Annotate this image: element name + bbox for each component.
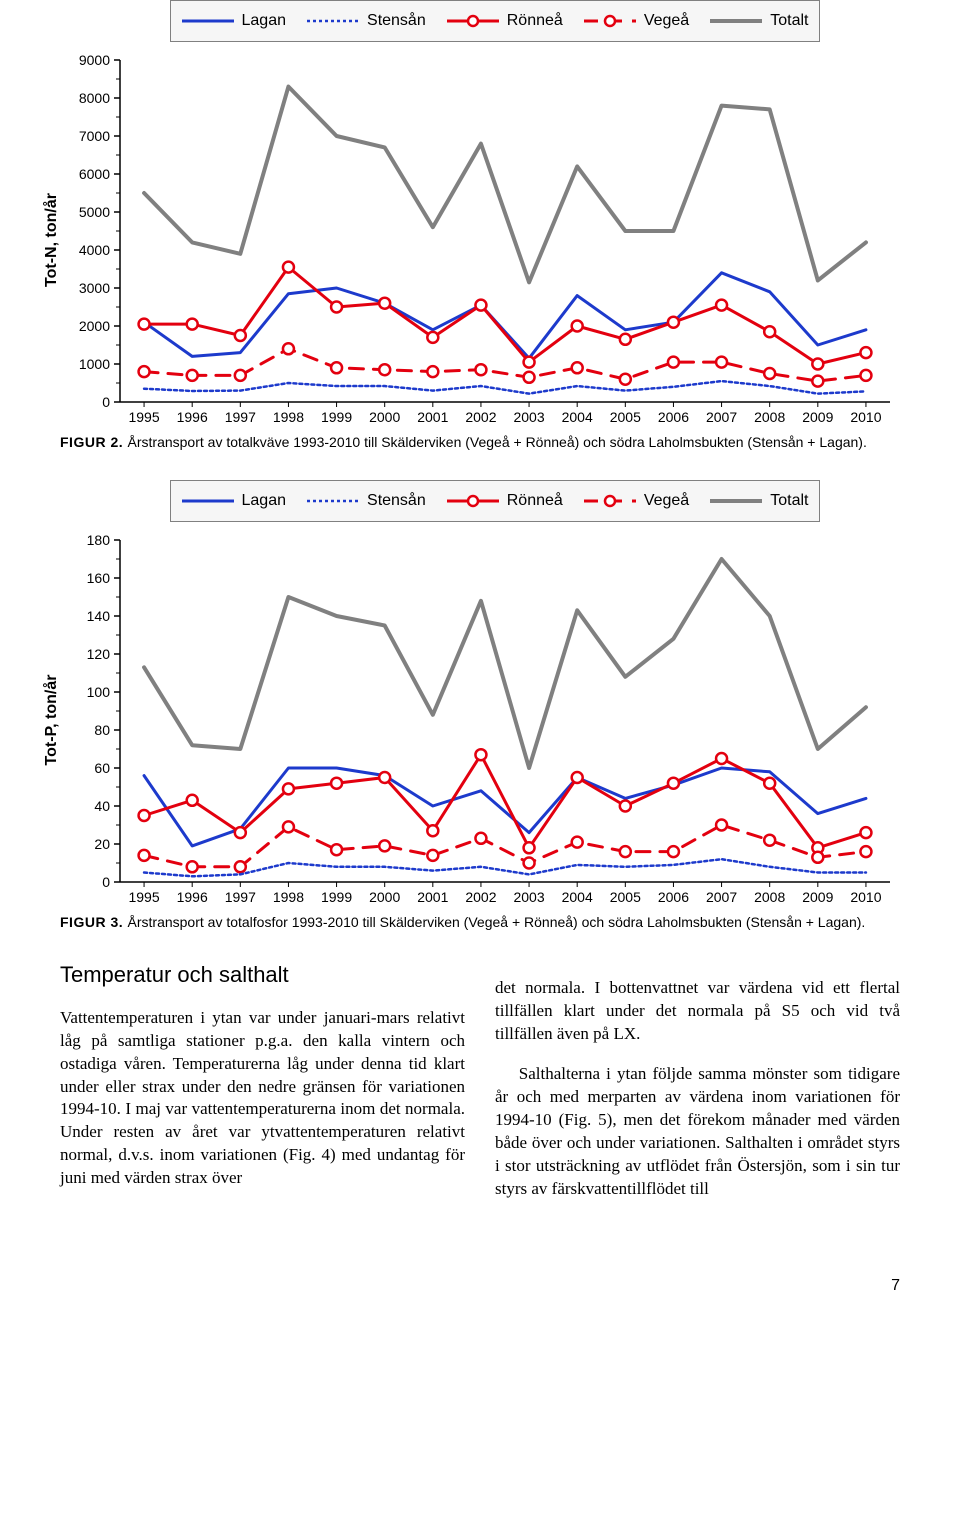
legend-label: Totalt <box>770 12 808 30</box>
caption-label: FIGUR 3. <box>60 914 128 930</box>
svg-text:2008: 2008 <box>754 409 785 425</box>
paragraph: det normala. I bottenvattnet var värdena… <box>495 977 900 1046</box>
legend-fig2: Lagan Stensån Rönneå Vegeå Totalt <box>170 0 820 42</box>
figure2-caption: FIGUR 2. Årstransport av totalkväve 1993… <box>60 434 900 450</box>
ylabel-fig2: Tot-N, ton/år <box>43 193 61 287</box>
legend-item-totalt: Totalt <box>710 492 808 510</box>
svg-text:2000: 2000 <box>369 409 400 425</box>
caption-label: FIGUR 2. <box>60 434 128 450</box>
svg-text:8000: 8000 <box>79 90 110 106</box>
svg-text:1998: 1998 <box>273 889 304 905</box>
svg-text:2006: 2006 <box>658 409 689 425</box>
figure2-chart: Tot-N, ton/år 01000200030004000500060007… <box>60 50 900 430</box>
legend-item-vegea: Vegeå <box>584 12 689 30</box>
legend-item-ronnea: Rönneå <box>447 12 563 30</box>
svg-text:1995: 1995 <box>128 409 159 425</box>
svg-text:6000: 6000 <box>79 166 110 182</box>
svg-text:1996: 1996 <box>177 889 208 905</box>
svg-text:180: 180 <box>87 532 111 548</box>
svg-text:2005: 2005 <box>610 409 641 425</box>
column-right: det normala. I bottenvattnet var värdena… <box>495 960 900 1217</box>
svg-text:60: 60 <box>94 760 110 776</box>
legend-fig3: Lagan Stensån Rönneå Vegeå Totalt <box>170 480 820 522</box>
chart3-svg: 0 20 40 60 80 100 120 140 160 180 1995 1996 1997 1998… <box>60 530 900 910</box>
legend-item-ronnea: Rönneå <box>447 492 563 510</box>
svg-text:5000: 5000 <box>79 204 110 220</box>
figure3-chart: Tot-P, ton/år 02040608010012014016018019… <box>60 530 900 910</box>
legend-item-stensan: Stensån <box>307 492 426 510</box>
swatch-stensan <box>307 12 359 30</box>
svg-text:1000: 1000 <box>79 356 110 372</box>
svg-text:1997: 1997 <box>225 409 256 425</box>
legend-label: Stensån <box>367 492 426 510</box>
svg-text:2004: 2004 <box>562 409 593 425</box>
svg-text:40: 40 <box>94 798 110 814</box>
svg-text:2004: 2004 <box>562 889 593 905</box>
svg-text:2007: 2007 <box>706 409 737 425</box>
svg-text:2009: 2009 <box>802 409 833 425</box>
svg-text:9000: 9000 <box>79 52 110 68</box>
legend-label: Vegeå <box>644 12 689 30</box>
svg-text:2000: 2000 <box>79 318 110 334</box>
paragraph: Vattentemperaturen i ytan var under janu… <box>60 1007 465 1191</box>
legend-item-lagan: Lagan <box>182 12 287 30</box>
section-heading: Temperatur och salthalt <box>60 960 465 990</box>
caption-text: Årstransport av totalkväve 1993-2010 til… <box>128 434 867 450</box>
svg-text:1997: 1997 <box>225 889 256 905</box>
svg-text:2010: 2010 <box>850 889 881 905</box>
svg-text:2007: 2007 <box>706 889 737 905</box>
svg-text:160: 160 <box>87 570 111 586</box>
svg-text:4000: 4000 <box>79 242 110 258</box>
svg-text:2006: 2006 <box>658 889 689 905</box>
svg-text:80: 80 <box>94 722 110 738</box>
svg-text:0: 0 <box>102 394 110 410</box>
svg-text:2003: 2003 <box>513 409 544 425</box>
svg-text:1996: 1996 <box>177 409 208 425</box>
swatch-vegea <box>584 12 636 30</box>
legend-label: Rönneå <box>507 492 563 510</box>
body-text: Temperatur och salthalt Vattentemperatur… <box>60 960 900 1217</box>
legend-label: Lagan <box>242 12 287 30</box>
legend-label: Rönneå <box>507 12 563 30</box>
legend-item-vegea: Vegeå <box>584 492 689 510</box>
svg-text:2000: 2000 <box>369 889 400 905</box>
svg-text:3000: 3000 <box>79 280 110 296</box>
svg-text:0: 0 <box>102 874 110 890</box>
svg-text:120: 120 <box>87 646 111 662</box>
swatch-ronnea <box>447 12 499 30</box>
figure3-caption: FIGUR 3. Årstransport av totalfosfor 199… <box>60 914 900 930</box>
svg-text:20: 20 <box>94 836 110 852</box>
column-left: Temperatur och salthalt Vattentemperatur… <box>60 960 465 1217</box>
svg-text:1995: 1995 <box>128 889 159 905</box>
swatch-lagan <box>182 12 234 30</box>
swatch-totalt <box>710 12 762 30</box>
caption-text: Årstransport av totalfosfor 1993-2010 ti… <box>128 914 866 930</box>
svg-text:2003: 2003 <box>513 889 544 905</box>
legend-item-lagan: Lagan <box>182 492 287 510</box>
svg-text:1999: 1999 <box>321 409 352 425</box>
ylabel-fig3: Tot-P, ton/år <box>43 675 61 766</box>
svg-text:2002: 2002 <box>465 889 496 905</box>
svg-text:100: 100 <box>87 684 111 700</box>
svg-text:2010: 2010 <box>850 409 881 425</box>
svg-text:2001: 2001 <box>417 409 448 425</box>
svg-text:2001: 2001 <box>417 889 448 905</box>
svg-text:1999: 1999 <box>321 889 352 905</box>
legend-label: Stensån <box>367 12 426 30</box>
legend-item-stensan: Stensån <box>307 12 426 30</box>
page-number: 7 <box>60 1277 900 1295</box>
legend-item-totalt: Totalt <box>710 12 808 30</box>
paragraph: Salthalterna i ytan följde samma mönster… <box>495 1063 900 1201</box>
chart2-svg: 0 1000 2000 3000 4000 5000 6000 7000 8000 9000 199… <box>60 50 900 430</box>
svg-text:2002: 2002 <box>465 409 496 425</box>
svg-text:2008: 2008 <box>754 889 785 905</box>
svg-text:140: 140 <box>87 608 111 624</box>
svg-text:2009: 2009 <box>802 889 833 905</box>
legend-label: Vegeå <box>644 492 689 510</box>
legend-label: Totalt <box>770 492 808 510</box>
svg-text:2005: 2005 <box>610 889 641 905</box>
svg-text:7000: 7000 <box>79 128 110 144</box>
svg-text:1998: 1998 <box>273 409 304 425</box>
legend-label: Lagan <box>242 492 287 510</box>
